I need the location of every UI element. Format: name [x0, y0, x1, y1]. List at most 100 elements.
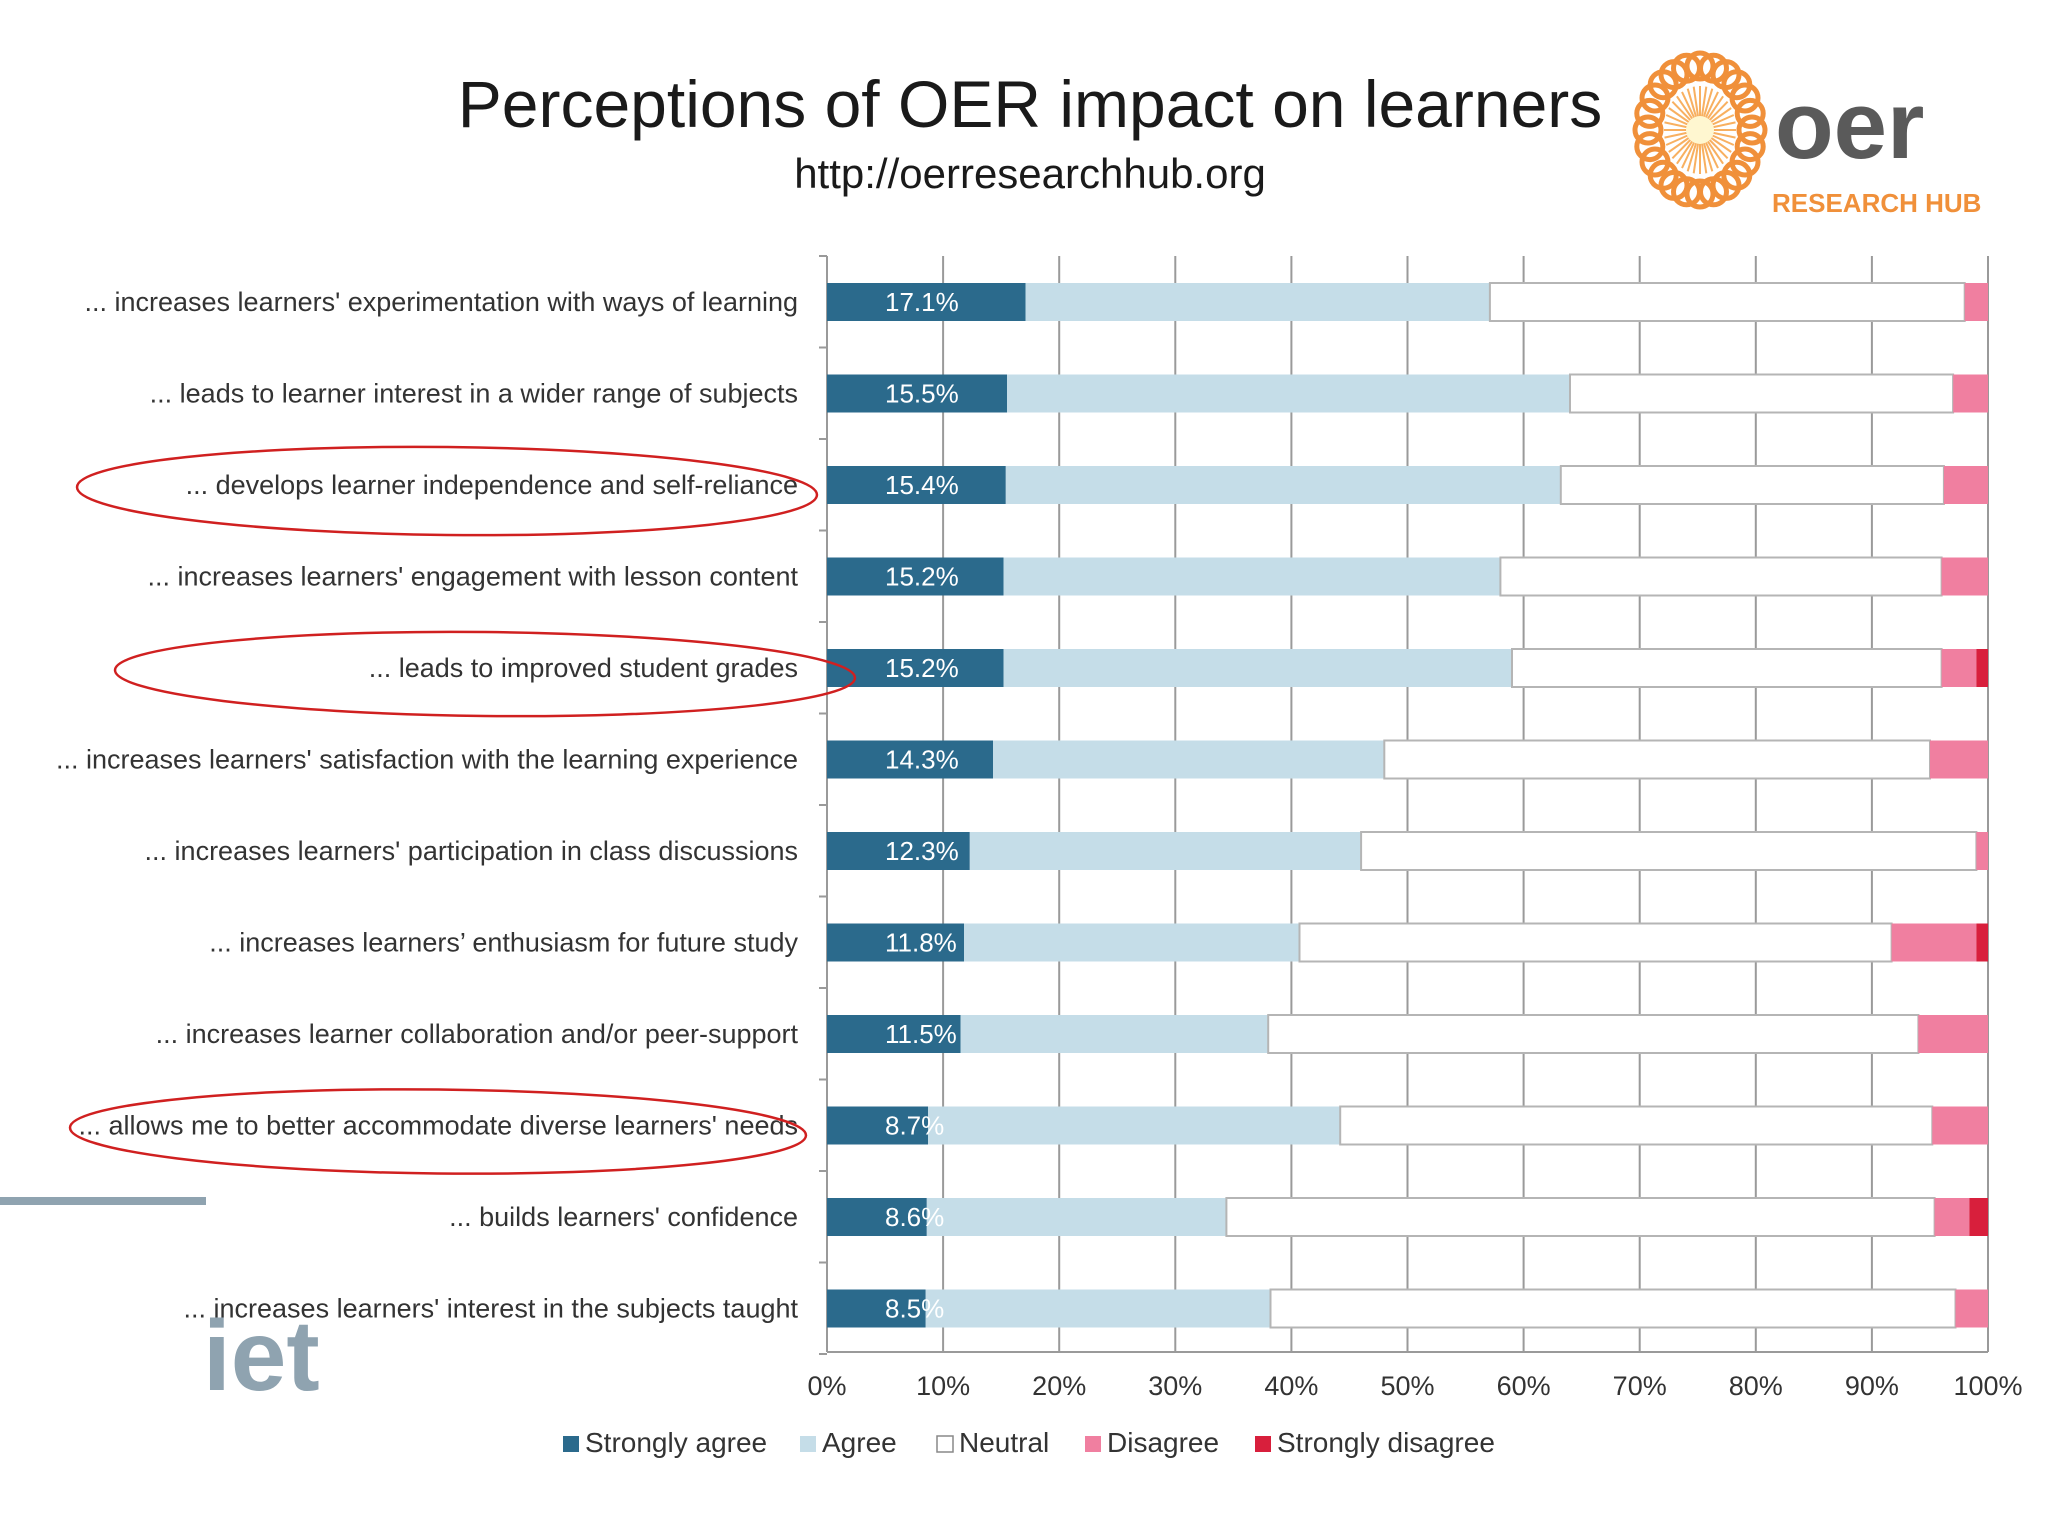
sunburst-petal: [1684, 178, 1716, 210]
data-label: 15.2%: [885, 653, 959, 683]
data-label: 17.1%: [885, 287, 959, 317]
page-subtitle: http://oerresearchhub.org: [794, 150, 1266, 197]
data-label: 15.4%: [885, 470, 959, 500]
bar-segment: [1943, 466, 1988, 504]
highlight-rings: [68, 445, 857, 1175]
legend-swatch: [1085, 1436, 1101, 1452]
chart-category-labels: ... increases learners' experimentation …: [56, 287, 799, 1324]
legend-label: Agree: [822, 1427, 897, 1458]
sunburst-petal: [1684, 50, 1716, 82]
bar-segment: [1969, 1198, 1988, 1236]
bar-segment: [827, 283, 1026, 321]
x-tick-label: 0%: [807, 1371, 846, 1401]
iet-divider-bar: [0, 1197, 206, 1205]
data-label: 14.3%: [885, 745, 959, 775]
category-label: ... leads to improved student grades: [369, 653, 798, 683]
sunburst-core: [1686, 116, 1714, 144]
bar-segment: [827, 374, 1007, 413]
x-tick-label: 70%: [1613, 1371, 1667, 1401]
sunburst-petal: [1634, 131, 1666, 163]
bar-segment: [1339, 1105, 1934, 1146]
bar-segment: [827, 649, 1004, 687]
x-tick-label: 90%: [1845, 1371, 1899, 1401]
bar-segment: [827, 923, 964, 962]
bar-segment: [1953, 374, 1988, 413]
category-label: ... increases learners' participation in…: [145, 836, 798, 866]
bar-segment: [1007, 374, 1571, 413]
category-label: ... leads to learner interest in a wider…: [150, 379, 798, 409]
bar-segment: [1918, 1015, 1988, 1053]
bar-segment: [1269, 1288, 1957, 1329]
bar-segment: [1488, 282, 1966, 322]
sunburst-petal: [1734, 97, 1766, 129]
bar-segment: [1976, 832, 1988, 870]
bar-segment: [1499, 556, 1943, 597]
chart-legend: Strongly agree Agree Neutral Disagree Strong…: [563, 1427, 1495, 1458]
sunburst-petal: [1736, 114, 1768, 146]
bar-segment: [1298, 922, 1893, 963]
bar-segment: [827, 466, 1006, 504]
bar-segment: [1976, 649, 1988, 687]
x-tick-label: 10%: [916, 1371, 970, 1401]
x-tick-label: 80%: [1729, 1371, 1783, 1401]
bar-segment: [1934, 1198, 1970, 1236]
data-label: 11.5%: [885, 1019, 957, 1049]
bar-segment: [827, 740, 993, 779]
x-tick-label: 20%: [1032, 1371, 1086, 1401]
oer-research-hub-logo: oer RESEARCH HUB: [1632, 50, 1981, 218]
oer-logo-word: oer: [1775, 72, 1924, 179]
category-label: ... increases learners' satisfaction wit…: [56, 745, 798, 775]
legend-label: Strongly disagree: [1277, 1427, 1495, 1458]
bar-segment: [1267, 1014, 1920, 1054]
bar-segment: [969, 832, 1362, 870]
bar-segment: [1025, 283, 1490, 321]
iet-logo: iet: [203, 1300, 320, 1412]
data-label: 8.7%: [885, 1111, 944, 1141]
bar-segment: [993, 740, 1385, 779]
bar-segment: [925, 1289, 1271, 1328]
bar-segment: [827, 1015, 961, 1053]
bar-segment: [964, 923, 1300, 962]
bar-segment: [1003, 557, 1501, 596]
bar-segment: [1932, 1106, 1988, 1145]
category-label: ... builds learners' confidence: [449, 1202, 798, 1232]
category-label: ... increases learners' engagement with …: [147, 562, 798, 592]
category-label: ... develops learner independence and se…: [186, 470, 798, 500]
category-label: ... increases learner collaboration and/…: [156, 1019, 799, 1049]
chart-gridlines: [819, 255, 1989, 1355]
bar-segment: [1955, 1289, 1988, 1328]
category-label: ... allows me to better accommodate dive…: [79, 1111, 799, 1141]
bar-segment: [1569, 373, 1955, 414]
oer-logo-tagline: RESEARCH HUB: [1772, 188, 1981, 218]
bar-segment: [926, 1198, 1227, 1236]
bar-segment: [1005, 466, 1561, 504]
sunburst-petal: [1632, 114, 1664, 146]
bar-segment: [1225, 1197, 1936, 1237]
bar-segment: [827, 557, 1004, 596]
legend-swatch: [936, 1435, 954, 1453]
legend-swatch: [800, 1436, 816, 1452]
sunburst-petal: [1639, 146, 1671, 178]
bar-segment: [1941, 649, 1977, 687]
bar-segment: [1964, 283, 1988, 321]
chart-x-axis-ticks: 0% 10% 20% 30% 40% 50% 60% 70% 80% 90% 100%: [807, 1371, 2022, 1401]
data-label: 8.5%: [885, 1294, 944, 1324]
category-label: ... increases learners' experimentation …: [85, 287, 799, 317]
category-label: ... increases learners’ enthusiasm for f…: [209, 928, 798, 958]
sunburst-petal: [1634, 97, 1666, 129]
legend-swatch: [563, 1436, 579, 1452]
bar-segment: [1003, 649, 1512, 687]
legend-label: Strongly agree: [585, 1427, 767, 1458]
data-label: 12.3%: [885, 836, 959, 866]
sunburst-petal: [1729, 82, 1761, 114]
highlight-ring: [68, 1088, 808, 1175]
bar-segment: [827, 1106, 928, 1145]
legend-label: Disagree: [1107, 1427, 1219, 1458]
sunburst-icon: [1632, 50, 1768, 210]
chart-bars: 17.1% 15.5% 15.4% 15.2% 15.2% 14.3% 12.3% 11.8%…: [827, 282, 1988, 1329]
legend-label: Neutral: [959, 1427, 1049, 1458]
sunburst-petal: [1734, 131, 1766, 163]
category-label: ... increases learners' interest in the …: [184, 1294, 799, 1324]
x-tick-label: 60%: [1497, 1371, 1551, 1401]
